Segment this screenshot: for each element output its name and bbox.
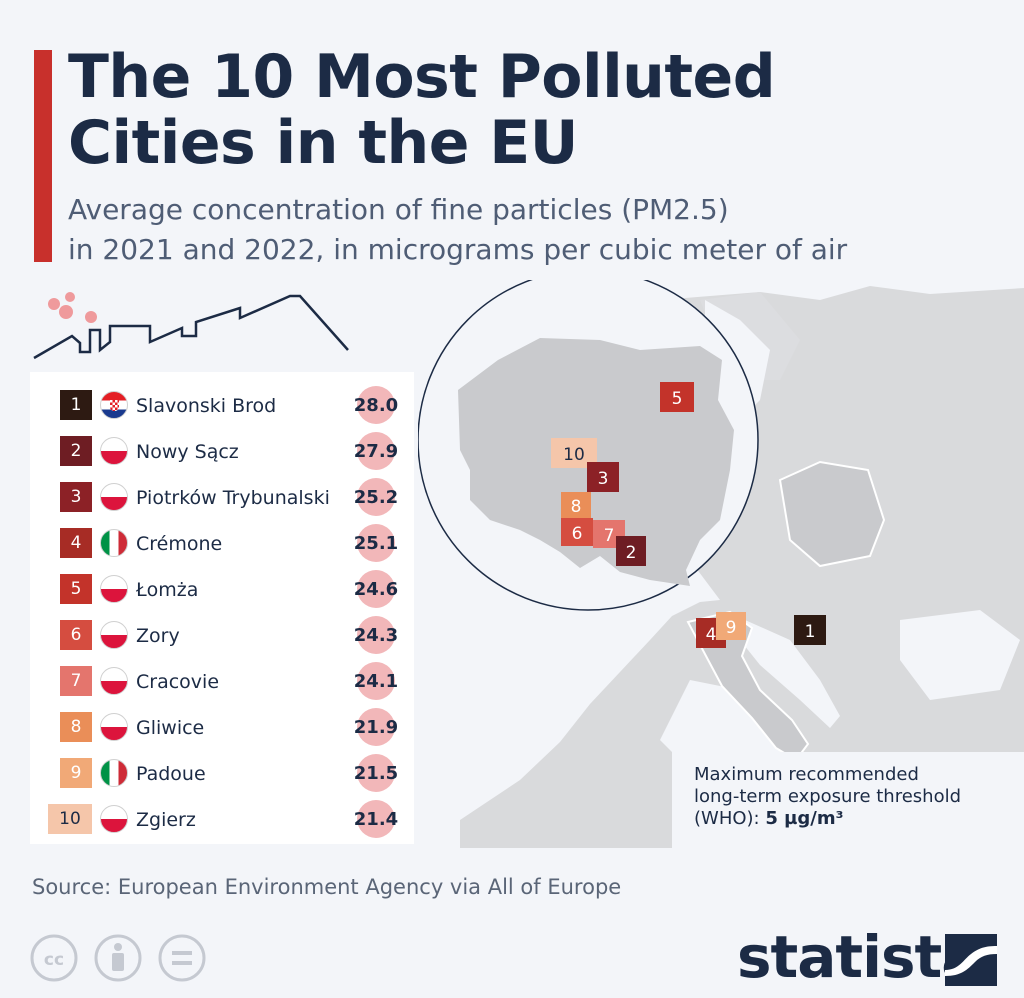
value-bubble [357, 708, 395, 746]
poland-flag-icon [100, 805, 128, 833]
subtitle-line-1: Average concentration of fine particles … [68, 193, 729, 226]
city-name: Nowy Sącz [136, 441, 239, 463]
value-bubble [357, 524, 395, 562]
italy-flag-icon [100, 529, 128, 557]
poland-flag-icon [100, 667, 128, 695]
value-bubble [357, 570, 395, 608]
city-name: Zory [136, 625, 180, 647]
value-label: 21.9 [353, 717, 399, 738]
who-threshold-note: Maximum recommended long-term exposure t… [694, 764, 1014, 830]
cc-icon[interactable]: cc [30, 934, 78, 982]
city-name: Crémone [136, 533, 223, 555]
poland-flag-icon [100, 621, 128, 649]
who-note-line-3-prefix: (WHO): [694, 808, 766, 829]
ranking-row: 10 Zgierz 21.4 [30, 800, 414, 838]
rank-badge: 1 [60, 390, 92, 420]
value-label: 21.4 [353, 809, 399, 830]
source-note: Source: European Environment Agency via … [32, 875, 622, 899]
title-line-1: The 10 Most Polluted [68, 42, 776, 112]
smoke-particle [48, 298, 60, 310]
value-bubble [357, 754, 395, 792]
ranking-row: 6 Zory 24.3 [30, 616, 414, 654]
skyline-illustration [33, 292, 349, 360]
croatia-flag-icon [100, 391, 128, 419]
value-label: 25.1 [353, 533, 399, 554]
value-label: 27.9 [353, 441, 399, 462]
poland-flag-icon [100, 713, 128, 741]
chart-subtitle: Average concentration of fine particles … [68, 190, 968, 270]
ranking-row: 2 Nowy Sącz 27.9 [30, 432, 414, 470]
license-icons: cc [30, 934, 206, 982]
who-note-line-2: long-term exposure threshold [694, 786, 962, 807]
croatia-shield-icon [110, 400, 119, 411]
rank-badge: 3 [60, 482, 92, 512]
city-name: Gliwice [136, 717, 205, 739]
europe-landmass [460, 286, 1024, 848]
poland-flag-icon [100, 437, 128, 465]
value-label: 24.1 [353, 671, 399, 692]
smoke-particle [85, 311, 97, 323]
who-threshold-value: 5 µg/m³ [765, 808, 844, 829]
rank-badge: 10 [48, 804, 92, 834]
smoke-particle [65, 292, 75, 302]
value-label: 25.2 [353, 487, 399, 508]
city-name: Łomża [136, 579, 199, 601]
rank-badge: 4 [60, 528, 92, 558]
value-bubble [357, 386, 395, 424]
city-name: Piotrków Trybunalski [136, 487, 330, 509]
belarus-region [778, 460, 886, 568]
ranking-row: 1 Slavonski Brod 28.0 [30, 386, 414, 424]
statista-brand: statista [737, 923, 980, 991]
ranking-row: 9 Padoue 21.5 [30, 754, 414, 792]
statista-logo-icon [945, 934, 997, 986]
adriatic-sea [740, 620, 840, 728]
city-name: Cracovie [136, 671, 220, 693]
subtitle-line-2: in 2021 and 2022, in micrograms per cubi… [68, 233, 848, 266]
value-bubble [357, 800, 395, 838]
ranking-row: 3 Piotrków Trybunalski 25.2 [30, 478, 414, 516]
rank-badge: 2 [60, 436, 92, 466]
who-note-line-1: Maximum recommended [694, 764, 919, 785]
city-name: Slavonski Brod [136, 395, 277, 417]
rank-badge: 9 [60, 758, 92, 788]
value-bubble [357, 432, 395, 470]
value-label: 24.6 [353, 579, 399, 600]
value-bubble [357, 478, 395, 516]
title-line-2: Cities in the EU [68, 108, 579, 178]
rank-badge: 8 [60, 712, 92, 742]
smoke-particle [59, 305, 73, 319]
value-label: 24.3 [353, 625, 399, 646]
italy-flag-icon [100, 759, 128, 787]
rank-badge: 5 [60, 574, 92, 604]
svg-text:cc: cc [44, 950, 64, 970]
attribution-icon[interactable] [94, 934, 142, 982]
city-name: Padoue [136, 763, 206, 785]
ranking-row: 4 Crémone 25.1 [30, 524, 414, 562]
poland-flag-icon [100, 483, 128, 511]
rooftop-outline [33, 294, 349, 360]
poland-flag-icon [100, 575, 128, 603]
ranking-panel: 1 Slavonski Brod 28.0 2 Nowy Sącz 27.9 3… [30, 372, 414, 844]
no-derivatives-icon[interactable] [158, 934, 206, 982]
value-bubble [357, 662, 395, 700]
value-label: 28.0 [353, 395, 399, 416]
city-name: Zgierz [136, 809, 196, 831]
ranking-row: 5 Łomża 24.6 [30, 570, 414, 608]
who-threshold-panel [672, 752, 1024, 848]
black-sea [900, 610, 1020, 700]
value-label: 21.5 [353, 763, 399, 784]
rank-badge: 7 [60, 666, 92, 696]
chart-title: The 10 Most Polluted Cities in the EU [68, 44, 788, 176]
accent-bar [34, 50, 52, 262]
ranking-row: 7 Cracovie 24.1 [30, 662, 414, 700]
value-bubble [357, 616, 395, 654]
italy-landmass [686, 610, 810, 762]
ranking-row: 8 Gliwice 21.9 [30, 708, 414, 746]
rank-badge: 6 [60, 620, 92, 650]
